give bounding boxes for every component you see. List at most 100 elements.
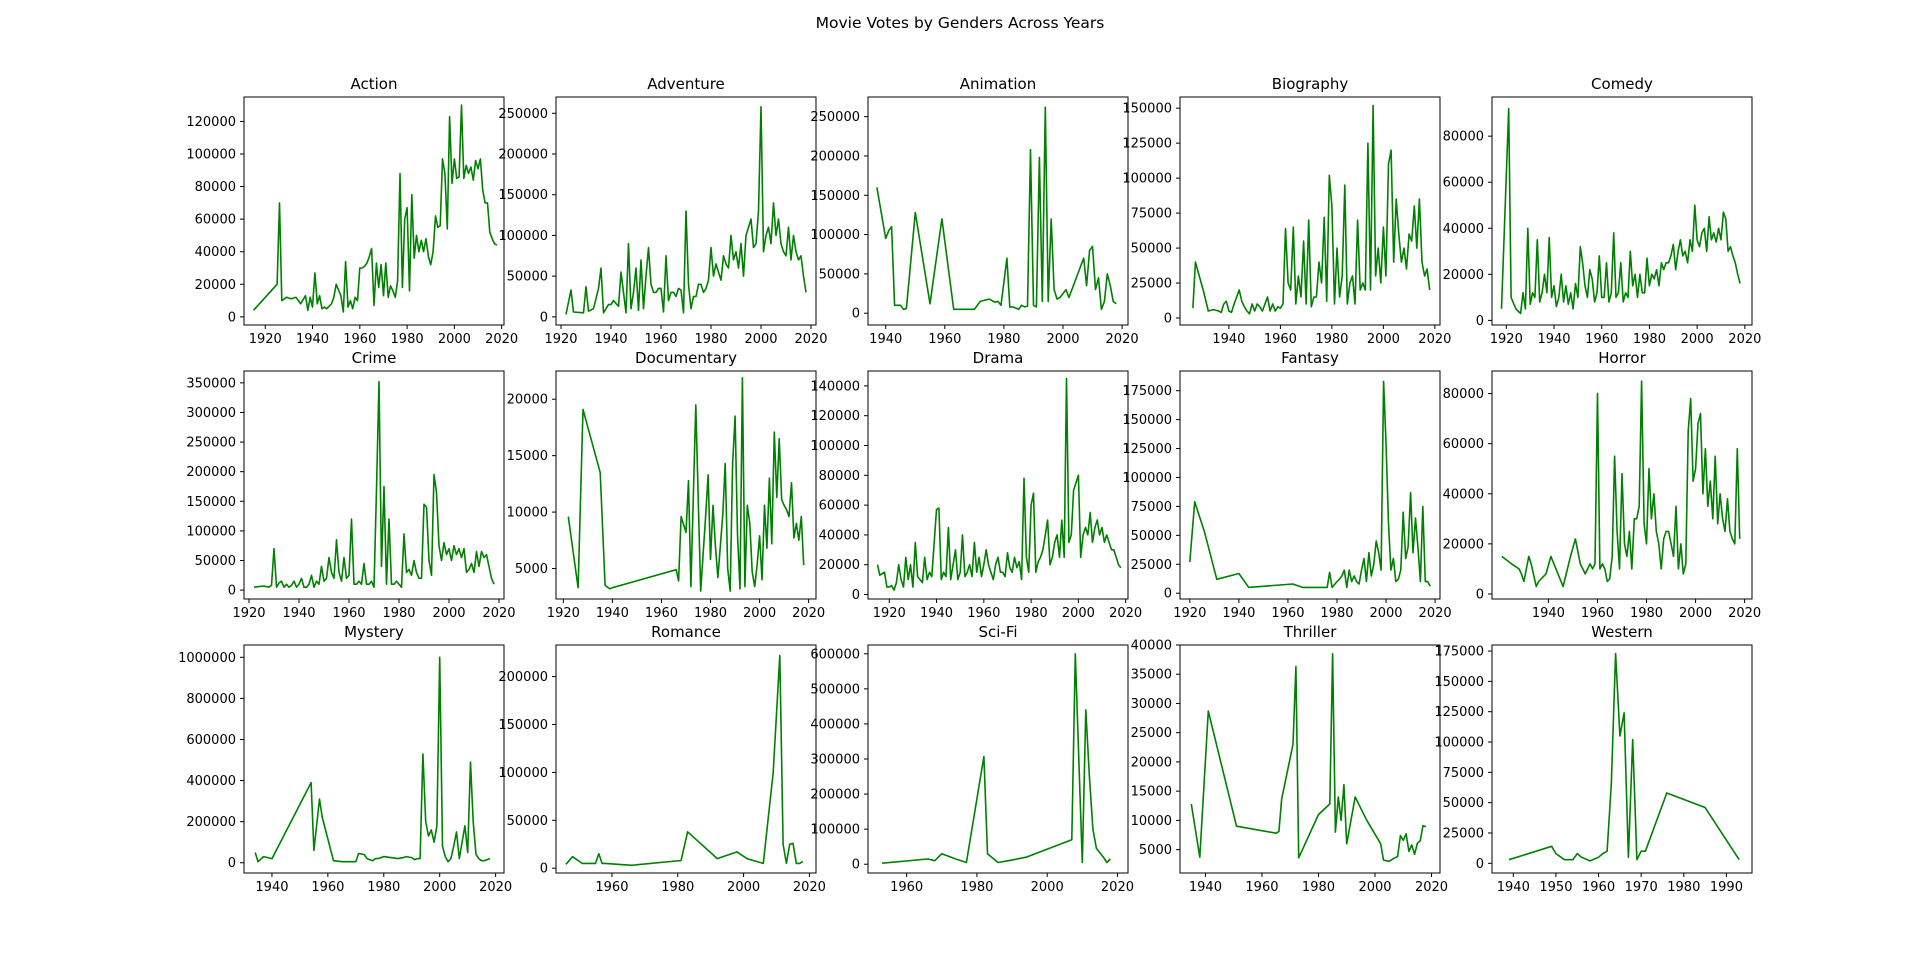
x-tick-label: 1980: [367, 880, 400, 895]
y-tick-label: 125000: [1434, 705, 1484, 720]
y-tick-label: 0: [228, 856, 236, 871]
x-tick-label: 1940: [1537, 332, 1570, 347]
x-tick-label: 1940: [596, 606, 629, 621]
y-tick-label: 10000: [507, 506, 548, 521]
subplot-title: Drama: [973, 349, 1024, 367]
subplot-comedy: Comedy 1920 1940 1960 1980 2000 2020 0 20000 4000…: [1443, 75, 1762, 347]
x-tick-label: 1980: [694, 606, 727, 621]
series-line: [876, 377, 1122, 591]
y-tick-label: 50000: [1443, 796, 1484, 811]
x-tick-label: 1960: [1585, 332, 1618, 347]
subplot-title: Crime: [352, 349, 397, 367]
subplot-title: Adventure: [647, 75, 725, 93]
x-tick-label: 2000: [1367, 332, 1400, 347]
x-tick-label: 2020: [793, 880, 826, 895]
x-tick-label: 1960: [645, 606, 678, 621]
x-tick-label: 2000: [438, 332, 471, 347]
x-tick-label: 2000: [1681, 332, 1714, 347]
y-tick-label: 0: [852, 588, 860, 603]
x-tick-label: 1960: [1271, 606, 1304, 621]
axes-frame: [1179, 96, 1441, 326]
x-tick-label: 2000: [744, 332, 777, 347]
axes-frame: [1179, 370, 1441, 600]
x-tick-label: 1960: [1264, 332, 1297, 347]
y-tick-label: 100000: [1122, 471, 1172, 486]
x-tick-label: 1960: [928, 332, 961, 347]
y-tick-label: 250000: [498, 107, 548, 122]
y-tick-label: 50000: [819, 267, 860, 282]
x-tick-label: 2020: [1418, 332, 1451, 347]
y-tick-label: 175000: [1122, 384, 1172, 399]
x-tick-label: 2020: [1109, 606, 1142, 621]
y-tick-label: 0: [852, 307, 860, 322]
y-tick-label: 0: [1476, 314, 1484, 329]
y-tick-label: 100000: [810, 228, 860, 243]
y-tick-label: 150000: [1122, 413, 1172, 428]
x-tick-label: 2000: [423, 880, 456, 895]
x-tick-label: 1940: [1532, 606, 1565, 621]
y-tick-label: 125000: [1122, 442, 1172, 457]
y-tick-label: 25000: [1131, 277, 1172, 292]
y-tick-label: 15000: [1131, 785, 1172, 800]
subplot-animation: Animation 1940 1960 1980 2000 2020 0 50000 10000…: [810, 75, 1138, 347]
y-tick-label: 100000: [1122, 172, 1172, 187]
x-tick-label: 1920: [1173, 606, 1206, 621]
y-tick-label: 100000: [1434, 736, 1484, 751]
x-tick-label: 1960: [1245, 880, 1278, 895]
subplot-horror: Horror 1940 1960 1980 2000 2020 0 20000 40000 600…: [1443, 349, 1762, 621]
y-tick-label: 0: [1476, 587, 1484, 602]
x-tick-label: 1950: [1539, 880, 1572, 895]
y-tick-label: 250000: [810, 110, 860, 125]
y-tick-label: 300000: [810, 753, 860, 768]
y-tick-label: 60000: [1443, 176, 1484, 191]
x-tick-label: 1980: [960, 880, 993, 895]
x-tick-label: 1960: [1582, 880, 1615, 895]
x-tick-label: 1940: [282, 606, 315, 621]
y-tick-label: 250000: [186, 436, 236, 451]
x-tick-label: 2000: [432, 606, 465, 621]
x-tick-label: 2020: [794, 332, 827, 347]
y-tick-label: 150000: [498, 718, 548, 733]
subplot-drama: Drama 1920 1940 1960 1980 2000 2020 0 20000 40000…: [810, 349, 1142, 621]
y-tick-label: 25000: [1131, 558, 1172, 573]
y-tick-label: 20000: [507, 393, 548, 408]
x-tick-label: 1920: [249, 332, 282, 347]
y-tick-label: 80000: [1443, 387, 1484, 402]
x-tick-label: 2020: [1106, 332, 1139, 347]
series-line: [1190, 652, 1427, 863]
y-tick-label: 200000: [498, 148, 548, 163]
x-tick-label: 2020: [1419, 606, 1452, 621]
y-tick-label: 30000: [1131, 697, 1172, 712]
x-tick-label: 2020: [485, 332, 518, 347]
x-tick-label: 1980: [391, 332, 424, 347]
y-tick-label: 500000: [810, 682, 860, 697]
y-tick-label: 100000: [186, 148, 236, 163]
y-tick-label: 120000: [810, 409, 860, 424]
y-tick-label: 50000: [507, 814, 548, 829]
subplot-title: Romance: [651, 623, 721, 641]
y-tick-label: 5000: [1139, 843, 1172, 858]
y-tick-label: 60000: [819, 499, 860, 514]
y-tick-label: 15000: [507, 449, 548, 464]
x-tick-label: 1960: [644, 332, 677, 347]
axes-frame: [243, 96, 505, 326]
x-tick-label: 2020: [1728, 332, 1761, 347]
y-tick-label: 20000: [195, 278, 236, 293]
y-tick-label: 60000: [1443, 437, 1484, 452]
x-tick-label: 1920: [1490, 332, 1523, 347]
y-tick-label: 0: [1164, 587, 1172, 602]
y-tick-label: 25000: [1443, 826, 1484, 841]
y-tick-label: 20000: [1131, 755, 1172, 770]
x-tick-label: 2000: [1031, 880, 1064, 895]
x-tick-label: 1920: [547, 606, 580, 621]
y-tick-label: 100000: [498, 229, 548, 244]
x-tick-label: 1920: [232, 606, 265, 621]
y-tick-label: 40000: [1443, 487, 1484, 502]
subplot-crime: Crime 1920 1940 1960 1980 2000 2020 0 50000 10000…: [186, 349, 515, 621]
y-tick-label: 600000: [810, 647, 860, 662]
y-tick-label: 75000: [1131, 207, 1172, 222]
x-tick-label: 1980: [1630, 606, 1663, 621]
y-tick-label: 20000: [1443, 537, 1484, 552]
y-tick-label: 150000: [498, 188, 548, 203]
x-tick-label: 1960: [1581, 606, 1614, 621]
